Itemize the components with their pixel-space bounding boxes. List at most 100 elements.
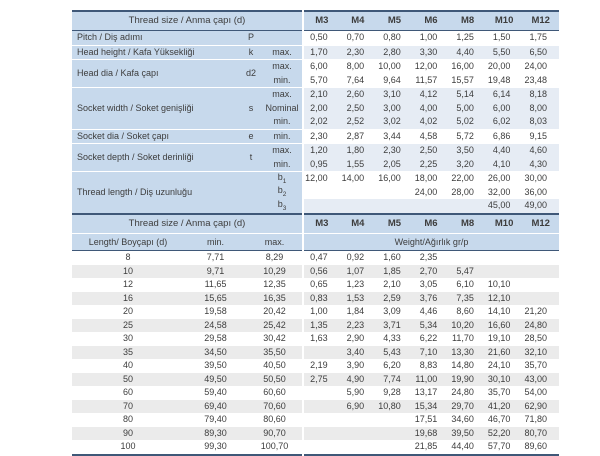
spec-value: 8,03	[522, 115, 559, 129]
weight-table: Thread size / Anma çapı (d) M3 M4 M5 M6 M8 M1…	[72, 213, 559, 456]
spec-value: 6,50	[522, 44, 559, 60]
weight-value	[339, 426, 377, 440]
weight-value: 43,00	[522, 372, 559, 386]
spec-row-limit: min.	[262, 128, 305, 144]
spec-row: Socket width / Soket genişliği s max. 2,10 2…	[72, 87, 559, 129]
weight-value: 3,09	[383, 306, 401, 317]
spec-value: 4,12	[412, 87, 450, 102]
weight-value: 3,76	[412, 291, 450, 305]
weight-row: 40 39,50 40,50 2,19 3,90 6,20 8,83 14,80 24,10 35…	[72, 359, 559, 373]
weight-table-header: Thread size / Anma çapı (d) M3 M4 M5 M6 M8 M1…	[72, 214, 559, 234]
weight-value: 1,53	[339, 291, 377, 305]
spec-row-limit: max.	[262, 44, 305, 60]
weight-row: 70 69,40 70,60 6,90 10,80 15,34 29,70 41,20 62,9…	[72, 399, 559, 413]
spec-value: 32,00	[487, 186, 511, 197]
spec-value: 2,10	[303, 87, 340, 102]
spec-row-limit: Nominal	[262, 101, 305, 115]
length-value: 40	[122, 360, 133, 371]
col-header-m6: M6	[412, 11, 450, 31]
spec-value: 6,02	[485, 115, 523, 129]
weight-value: 6,22	[419, 333, 438, 344]
length-min-value: 99,30	[204, 441, 227, 452]
weight-value: 2,23	[339, 318, 377, 332]
spec-value: 6,00	[485, 101, 523, 115]
length-max-value: 12,35	[247, 278, 305, 292]
spec-value: 14,00	[339, 171, 377, 186]
weight-value: 32,10	[522, 345, 559, 359]
length-min-value: 39,50	[204, 360, 227, 371]
spec-value: 2,25	[412, 157, 450, 172]
length-value: 90	[72, 426, 184, 440]
spec-row-limit: max.	[262, 59, 305, 74]
spec-value: 8,00	[522, 101, 559, 115]
col-header-m12: M12	[522, 214, 559, 234]
spec-value: 0,70	[339, 30, 377, 45]
weight-value: 5,43	[376, 345, 413, 359]
spec-value	[449, 199, 486, 214]
weight-value: 24,80	[522, 318, 559, 332]
spec-value: 5,00	[449, 101, 486, 115]
spec-value: 4,02	[412, 115, 450, 129]
col-header-m12: M12	[522, 11, 559, 31]
spec-row-symbol: t	[240, 143, 262, 172]
spec-row: Head height / Kafa Yüksekliği k max. 1,70 2,…	[72, 44, 559, 60]
length-min-value: 34,50	[184, 345, 247, 359]
weight-value	[486, 251, 523, 265]
spec-value: 10,00	[376, 59, 413, 74]
spec-value: 1,55	[339, 157, 377, 172]
weight-value: 2,35	[419, 252, 438, 263]
weight-value: 39,50	[449, 426, 486, 440]
spec-value: 8,18	[522, 87, 559, 102]
spec-value: 4,40	[449, 44, 486, 60]
length-min-value: 24,58	[184, 318, 247, 332]
weight-value: 0,92	[346, 252, 365, 263]
weight-value: 19,68	[412, 426, 450, 440]
length-max-value: 40,50	[247, 359, 305, 373]
spec-row: min. 5,70 7,64 9,64 11,57 15,57 19,48 23,48	[72, 73, 559, 88]
length-max-value: 10,29	[247, 264, 305, 278]
spec-value	[303, 186, 340, 200]
spec-value: 2,30	[303, 128, 340, 144]
spec-value: 2,02	[303, 115, 340, 129]
col-header-m8: M8	[449, 214, 486, 234]
spec-value: 4,58	[412, 128, 450, 144]
spec-value: 20,00	[485, 59, 523, 74]
subscript: 2	[282, 190, 287, 198]
spec-value: 6,00	[303, 59, 340, 74]
spec-row-limit: min.	[262, 157, 305, 172]
length-min-value: 9,71	[184, 264, 247, 278]
weight-value: 2,90	[346, 333, 365, 344]
spec-value: 24,00	[522, 59, 559, 74]
length-value: 35	[72, 345, 184, 359]
weight-value	[303, 345, 340, 359]
weight-value: 1,23	[346, 279, 365, 290]
weight-value	[522, 291, 559, 305]
spec-value: 11,57	[415, 74, 438, 85]
length-value: 25	[72, 318, 184, 332]
spec-value	[376, 199, 413, 214]
length-value: 80	[122, 414, 133, 425]
weight-value: 17,51	[414, 414, 438, 425]
weight-value	[340, 440, 377, 455]
weight-row: 100 99,30 100,70 21,85 44,40 57,70 89,60	[72, 440, 559, 455]
length-max-value: 16,35	[247, 291, 305, 305]
spec-value: 0,80	[376, 30, 413, 45]
weight-value: 10,10	[487, 279, 511, 290]
weight-row: 10 9,71 10,29 0,56 1,07 1,85 2,70 5,47	[72, 264, 559, 278]
weight-value: 54,00	[524, 387, 547, 398]
length-max-value: 35,50	[247, 345, 305, 359]
weight-value: 3,71	[376, 318, 413, 332]
spec-value: 19,48	[487, 74, 511, 85]
spec-row: Socket depth / Soket derinliği t max. 1,20 1…	[72, 143, 559, 172]
weight-value: 8,60	[456, 306, 474, 317]
length-min-value: 59,40	[204, 387, 227, 398]
weight-value: 5,47	[449, 264, 486, 278]
weight-value: 46,70	[487, 414, 511, 425]
weight-value: 1,35	[303, 318, 340, 332]
spec-row-symbol: e	[240, 128, 262, 144]
weight-value: 24,10	[487, 360, 511, 371]
length-min-value: 19,58	[204, 306, 227, 317]
weight-value: 15,34	[412, 399, 450, 413]
spec-row-limit: max.	[262, 87, 305, 102]
